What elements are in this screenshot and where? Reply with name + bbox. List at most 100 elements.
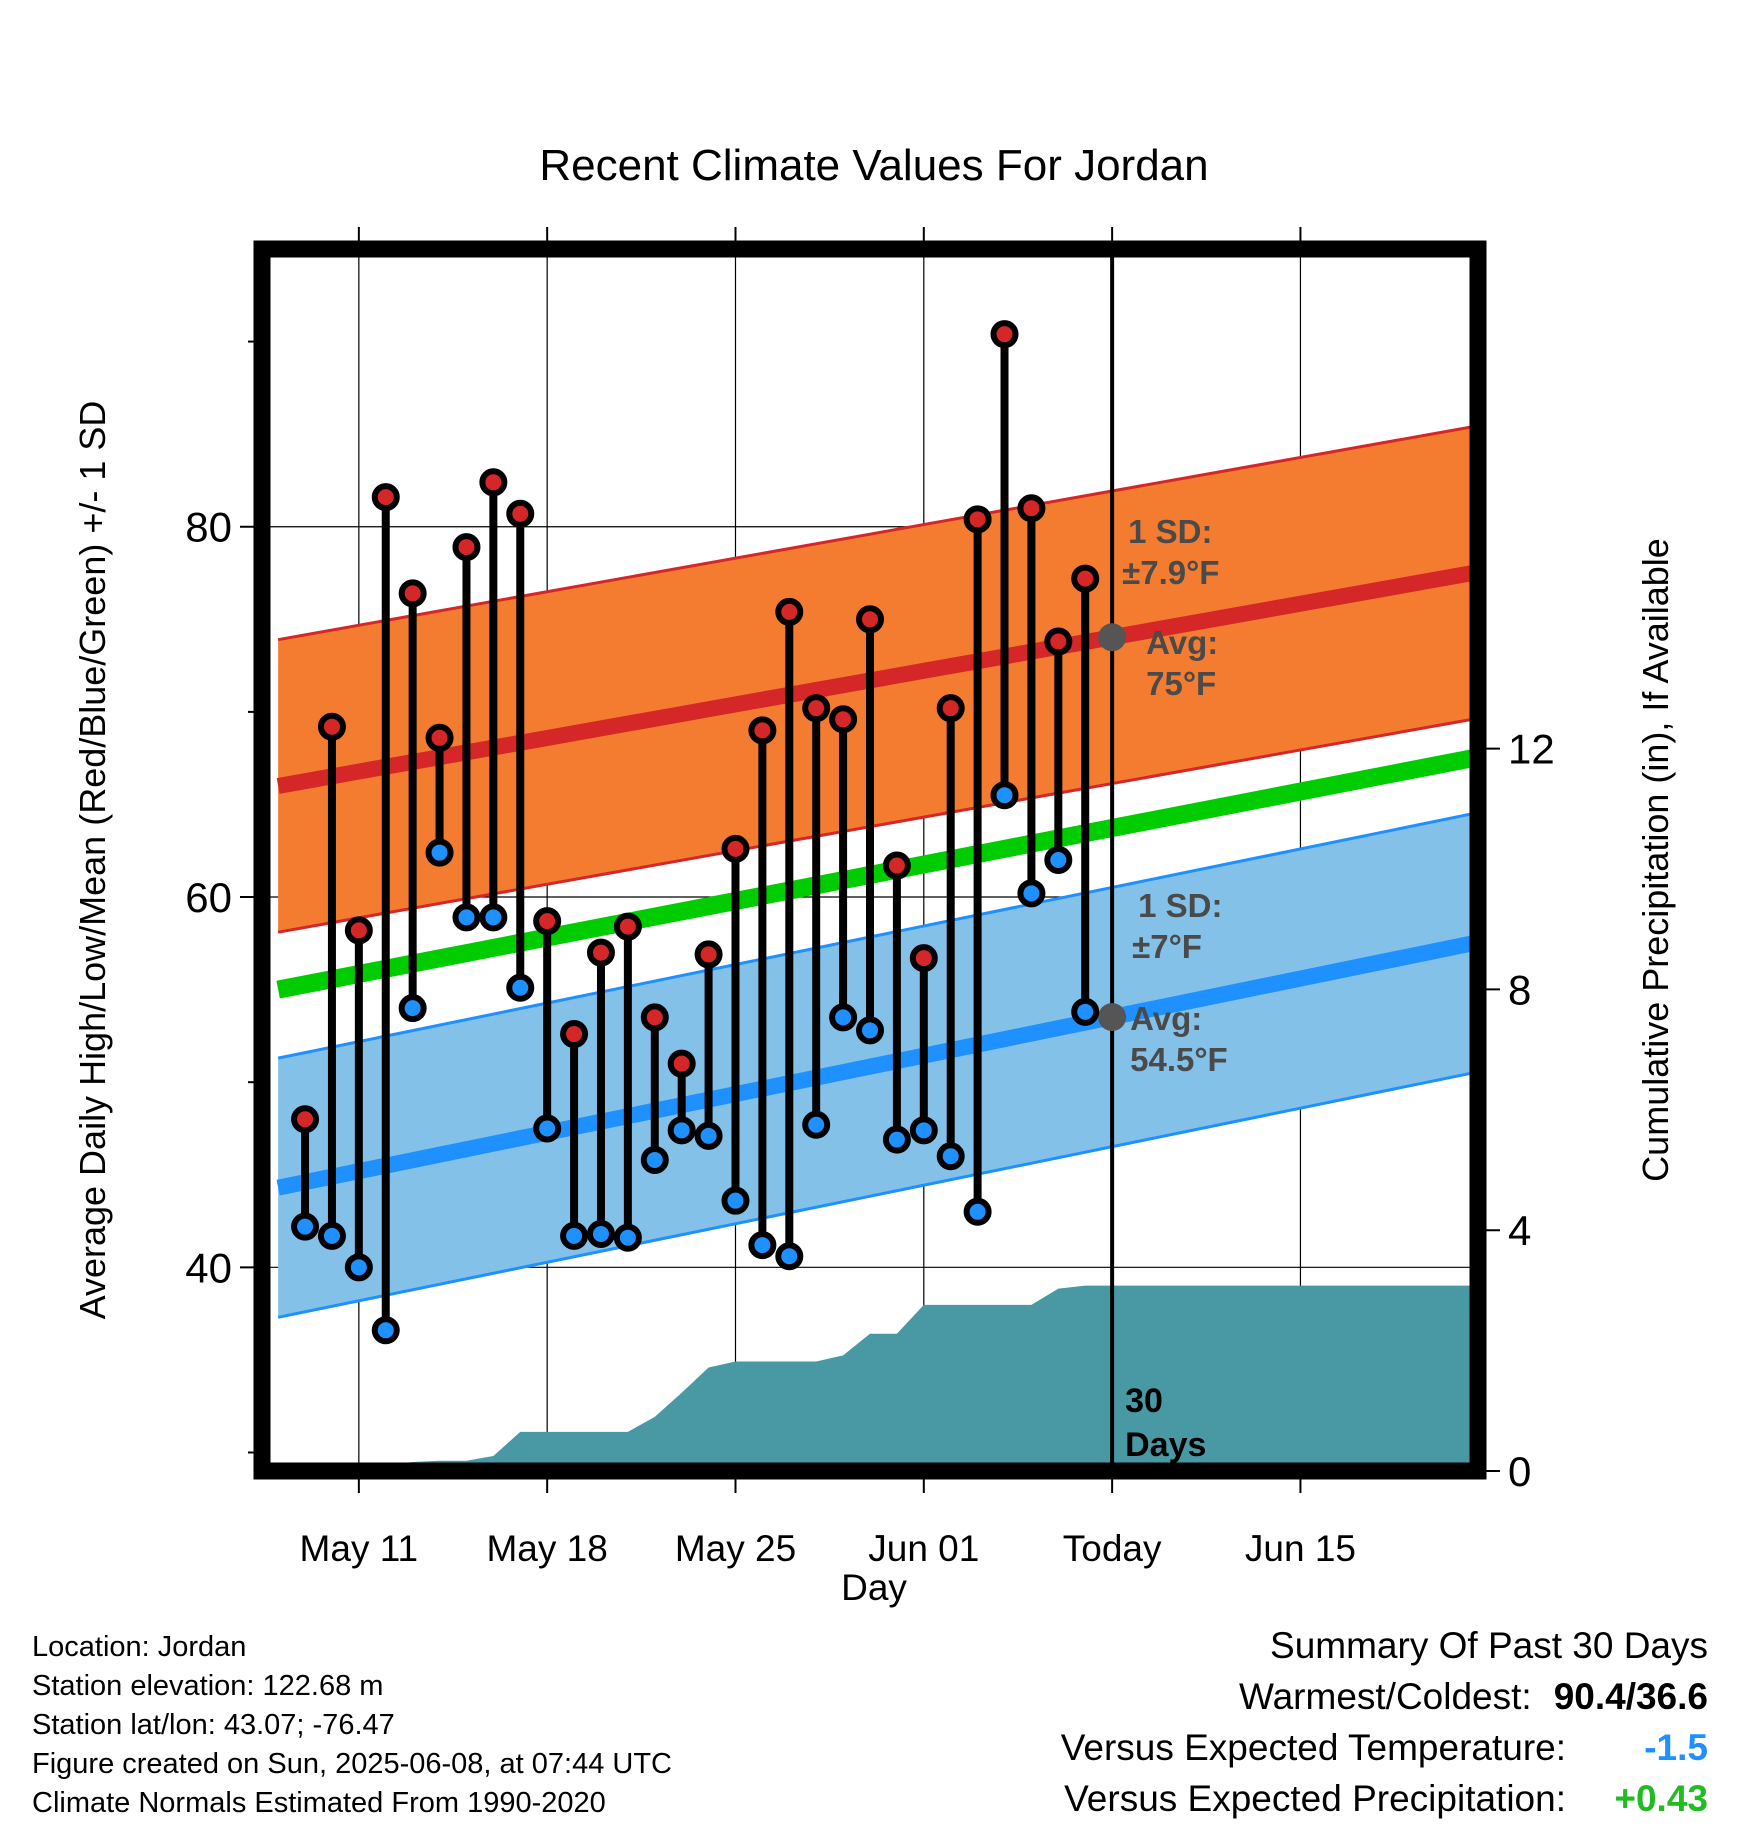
daily-low-point <box>936 1142 965 1171</box>
temp-label: Versus Expected Temperature: <box>1060 1727 1566 1768</box>
daily-low-point <box>721 1186 750 1215</box>
daily-low-point <box>829 1003 858 1032</box>
daily-high-point <box>1044 627 1073 656</box>
high-avg-label: Avg: <box>1146 624 1218 661</box>
daily-low-point <box>452 903 481 932</box>
info-elevation: Station elevation: 122.68 m <box>32 1670 384 1702</box>
daily-high-point <box>398 579 427 608</box>
high-sd-value: ±7.9°F <box>1122 554 1219 591</box>
y2-tick-label-2: 8 <box>1508 966 1531 1013</box>
daily-low-point <box>613 1223 642 1252</box>
y-tick-label-1: 60 <box>185 874 232 921</box>
low-sd-value: ±7°F <box>1132 928 1202 965</box>
low-sd-label: 1 SD: <box>1138 887 1222 924</box>
daily-low-point <box>506 973 535 1002</box>
daily-high-point <box>317 712 346 741</box>
x-axis-label: Day <box>841 1567 907 1608</box>
x-tick-label-0: May 11 <box>300 1528 419 1569</box>
low-avg-label: Avg: <box>1130 1000 1202 1037</box>
daily-low-point <box>694 1121 723 1150</box>
y2-tick-label-3: 12 <box>1508 726 1555 773</box>
high-normal-line <box>276 565 1475 794</box>
y2-tick-label-1: 4 <box>1508 1207 1531 1254</box>
summary-title: Summary Of Past 30 Days <box>1270 1625 1708 1666</box>
high-sd-label: 1 SD: <box>1128 513 1212 550</box>
daily-low-point <box>1071 997 1100 1026</box>
warm-cold-label: Warmest/Coldest: <box>1239 1676 1532 1717</box>
daily-low-point <box>748 1231 777 1260</box>
daily-high-point <box>829 705 858 734</box>
summary-panel: Summary Of Past 30 Days Warmest/Coldest:… <box>1061 1620 1708 1824</box>
low-sd-upper-line <box>277 812 1473 1060</box>
low-sd-lower-line <box>277 1071 1473 1319</box>
daily-high-point <box>425 723 454 752</box>
x-tick-label-5: Jun 15 <box>1245 1528 1356 1569</box>
daily-high-point <box>721 834 750 863</box>
plot-frame <box>253 240 1487 1480</box>
daily-high-point <box>748 716 777 745</box>
daily-high-point <box>613 912 642 941</box>
daily-high-point <box>856 605 884 634</box>
daily-high-point <box>882 851 911 880</box>
low-normal-line <box>276 935 1475 1196</box>
daily-high-point <box>479 468 508 497</box>
daily-low-point <box>560 1221 589 1250</box>
high-sd-upper-line <box>277 425 1473 642</box>
daily-low-point <box>479 903 508 932</box>
daily-high-point <box>909 944 938 973</box>
x-tick-label-2: May 25 <box>675 1528 796 1569</box>
daily-high-point <box>586 938 615 967</box>
daily-low-point <box>1017 879 1046 908</box>
daily-low-point <box>667 1116 696 1145</box>
chart-title: Recent Climate Values For Jordan <box>539 141 1208 190</box>
summary-temp: Versus Expected Temperature: -1.5 <box>1061 1722 1708 1773</box>
daily-high-point <box>291 1105 320 1134</box>
daily-low-point <box>775 1242 804 1271</box>
days-count-label: 30 <box>1125 1382 1163 1420</box>
info-normals: Climate Normals Estimated From 1990-2020 <box>32 1787 606 1819</box>
today-low-avg-dot <box>1098 1003 1127 1032</box>
daily-high-point <box>667 1049 696 1078</box>
precip-area <box>283 1285 1478 1471</box>
climate-chart: Recent Climate Values For Jordan 1 SD: ±7… <box>72 141 1676 1608</box>
daily-low-point <box>963 1197 992 1226</box>
y-tick-label-2: 80 <box>185 504 232 551</box>
info-created: Figure created on Sun, 2025-06-08, at 07… <box>32 1748 672 1780</box>
daily-low-point <box>856 1016 884 1045</box>
daily-low-point <box>398 994 427 1023</box>
daily-low-point <box>344 1253 373 1282</box>
precip-label: Versus Expected Precipitation: <box>1064 1778 1566 1819</box>
y2-axis-label: Cumulative Precipitation (in), If Availa… <box>1635 538 1676 1182</box>
daily-low-point <box>882 1125 911 1154</box>
daily-high-point <box>640 1003 669 1032</box>
daily-low-point <box>1044 846 1073 874</box>
high-avg-value: 75°F <box>1146 665 1216 702</box>
daily-high-point <box>1017 494 1046 523</box>
daily-high-point <box>533 907 562 936</box>
x-tick-label-4: Today <box>1063 1528 1162 1569</box>
high-sd-lower-line <box>277 717 1473 934</box>
daily-high-point <box>371 483 400 512</box>
y-tick-label-0: 40 <box>185 1244 232 1291</box>
station-info: Location: Jordan Station elevation: 122.… <box>32 1628 672 1823</box>
temp-value: -1.5 <box>1644 1727 1708 1768</box>
daily-low-point <box>371 1316 400 1345</box>
daily-low-point <box>802 1110 831 1139</box>
precip-value: +0.43 <box>1614 1778 1708 1819</box>
daily-high-point <box>560 1020 589 1049</box>
daily-high-point <box>344 916 373 945</box>
daily-high-point <box>694 940 723 969</box>
low-avg-value: 54.5°F <box>1130 1041 1228 1078</box>
daily-low-point <box>640 1145 669 1174</box>
daily-low-point <box>533 1114 562 1143</box>
mean-normal-line <box>276 749 1475 999</box>
info-latlon: Station lat/lon: 43.07; -76.47 <box>32 1709 395 1741</box>
days-unit-label: Days <box>1125 1426 1206 1464</box>
today-high-avg-dot <box>1098 623 1127 652</box>
warm-cold-value: 90.4/36.6 <box>1553 1676 1708 1717</box>
daily-low-point <box>990 781 1019 810</box>
summary-precip: Versus Expected Precipitation: +0.43 <box>1061 1773 1708 1824</box>
summary-warm-cold: Warmest/Coldest: 90.4/36.6 <box>1061 1671 1708 1722</box>
y2-tick-label-0: 0 <box>1508 1448 1531 1495</box>
daily-low-point <box>317 1221 346 1250</box>
